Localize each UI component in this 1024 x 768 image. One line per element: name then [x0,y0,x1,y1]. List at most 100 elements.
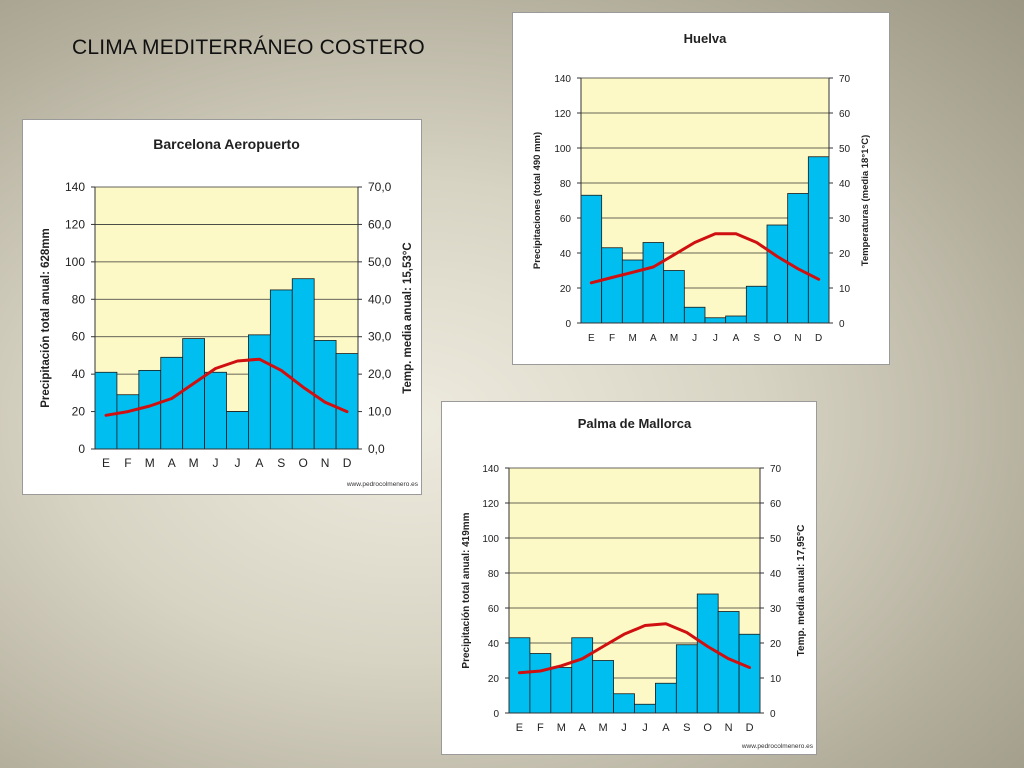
precip-bar-10 [787,193,809,324]
y-tick-label: 60 [488,604,500,615]
x-tick-label: A [255,456,263,470]
precip-bar-1 [529,653,552,714]
y-tick-label: 40 [488,639,500,650]
y2-tick-label: 30 [839,214,851,225]
y-tick-label: 80 [488,569,500,580]
x-tick-label: A [168,456,176,470]
y-tick-label: 20 [560,284,572,295]
x-tick-label: D [746,722,754,734]
x-tick-label: E [588,333,595,344]
y-tick-label: 0 [78,442,85,456]
precip-bar-11 [738,633,761,714]
x-tick-label: J [692,333,697,344]
x-tick-label: A [662,722,670,734]
precip-bar-5 [204,371,227,450]
y2-tick-label: 0 [839,319,845,330]
chart-title: Palma de Mallorca [578,416,692,431]
y2-tick-label: 70 [770,464,782,475]
source-label: www.pedrocolmenero.es [346,481,419,488]
precip-bar-3 [642,242,665,324]
precip-bar-0 [94,371,118,450]
precip-bar-2 [138,369,162,450]
x-tick-label: M [599,722,608,734]
x-tick-label: F [609,333,615,344]
y2-tick-label: 40 [770,569,782,580]
y2-tick-label: 60,0 [368,217,392,231]
precip-bar-4 [592,660,614,714]
x-tick-label: J [642,722,648,734]
precip-bar-9 [766,224,789,324]
precip-bar-6 [226,411,249,450]
precip-bar-2 [550,667,573,714]
x-tick-label: S [277,456,285,470]
y2-tick-label: 10 [770,674,782,685]
chart-barcelona-svg: Barcelona Aeropuerto 0 0,0 20 10,0 40 20,0 60 30… [40,136,419,488]
precip-bar-4 [663,270,685,324]
y-tick-label: 20 [488,674,500,685]
precip-bar-6 [634,703,656,714]
y2-tick-label: 20 [839,249,851,260]
x-tick-label: J [713,333,718,344]
precip-bar-11 [807,156,830,324]
y2-tick-label: 40,0 [368,292,392,306]
x-tick-label: J [234,456,240,470]
y2-tick-label: 30 [770,604,782,615]
chart-barcelona: Barcelona Aeropuerto 0 0,0 20 10,0 40 20,0 60 30… [22,119,422,495]
x-tick-label: M [557,722,566,734]
chart-huelva-svg: Huelva 0 0 20 10 40 20 60 30 80 40 100 50 120 60 140 70 E… [532,31,871,344]
y2-tick-label: 0,0 [368,442,385,456]
slide-title: CLIMA MEDITERRÁNEO COSTERO [72,36,425,59]
precip-bar-5 [613,693,635,714]
y2-tick-label: 50 [839,144,851,155]
precip-bar-0 [508,637,531,714]
chart-palma: Palma de Mallorca 0 0 20 10 40 20 60 30 80 40 100 50… [441,401,817,755]
y2-tick-label: 50,0 [368,255,392,269]
y2-tick-label: 30,0 [368,330,392,344]
precip-bar-8 [675,644,698,714]
precip-bar-0 [580,194,603,324]
precip-bar-7 [655,682,677,714]
y-tick-label: 100 [554,144,571,155]
source-label: www.pedrocolmenero.es [741,743,814,750]
y2-tick-label: 20 [770,639,782,650]
y-tick-label: 120 [554,109,571,120]
y2-tick-label: 70 [839,74,851,85]
x-tick-label: E [102,456,110,470]
y-tick-label: 120 [65,217,85,231]
x-tick-label: J [621,722,627,734]
y2-axis-label: Temperaturas (media 18°1°C) [860,135,871,267]
y2-tick-label: 50 [770,534,782,545]
x-tick-label: D [815,333,822,344]
x-tick-label: S [683,722,690,734]
y-tick-label: 140 [482,464,499,475]
precip-bar-1 [601,247,623,324]
chart-palma-svg: Palma de Mallorca 0 0 20 10 40 20 60 30 80 40 100 50… [461,416,814,750]
x-tick-label: M [189,456,199,470]
chart-huelva: Huelva 0 0 20 10 40 20 60 30 80 40 100 50 120 60 140 70 E… [512,12,890,365]
temperature-line [518,622,751,675]
x-tick-label: N [321,456,330,470]
y2-tick-label: 60 [839,109,851,120]
precip-bar-4 [182,338,205,450]
x-tick-label: O [299,456,308,470]
y-tick-label: 20 [72,405,86,419]
y2-tick-label: 40 [839,179,851,190]
x-tick-label: M [145,456,155,470]
y2-tick-label: 20,0 [368,367,392,381]
y2-tick-label: 70,0 [368,180,392,194]
x-tick-label: E [516,722,523,734]
x-tick-label: A [579,722,587,734]
chart-title: Barcelona Aeropuerto [153,136,300,152]
y-tick-label: 0 [565,319,571,330]
y-tick-label: 60 [72,330,86,344]
y-tick-label: 80 [560,179,572,190]
chart-title: Huelva [684,31,727,46]
x-tick-label: S [753,333,760,344]
y-axis-label: Precipitaciones (total 490 mm) [532,132,543,269]
y2-tick-label: 60 [770,499,782,510]
y-tick-label: 100 [65,255,85,269]
precip-bar-10 [313,340,337,450]
x-tick-label: O [773,333,781,344]
x-tick-label: J [213,456,219,470]
y2-tick-label: 10 [839,284,851,295]
